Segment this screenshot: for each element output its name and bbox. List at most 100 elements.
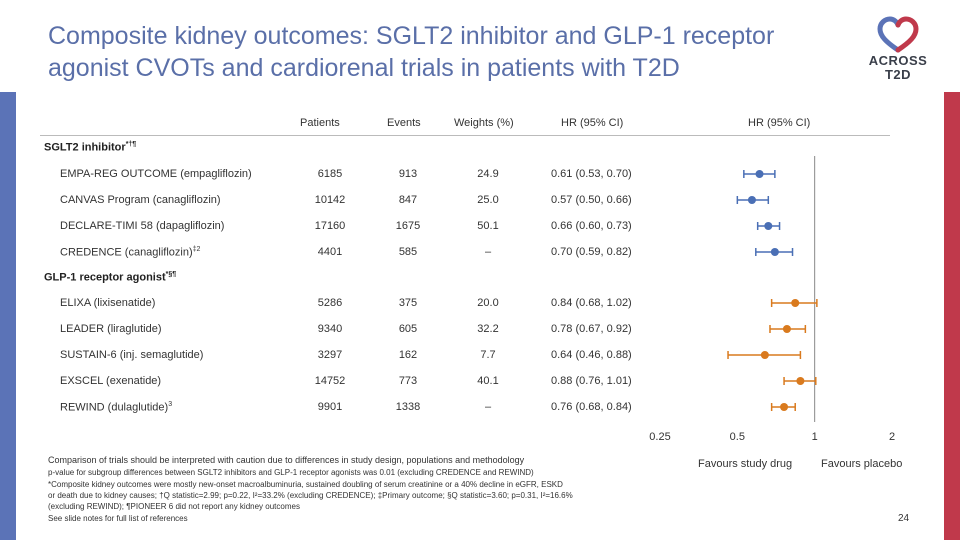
weight-cell: 24.9 [477, 168, 499, 180]
trial-label: EMPA-REG OUTCOME (empagliflozin) [60, 168, 252, 180]
trial-label: DECLARE-TIMI 58 (dapagliflozin) [60, 220, 225, 232]
weight-cell: – [484, 246, 492, 258]
hr-point [791, 299, 800, 307]
hr-cell: 0.70 (0.59, 0.82) [551, 246, 632, 258]
events-cell: 847 [398, 194, 418, 206]
weight-cell: 50.1 [477, 220, 499, 232]
trial-label: SUSTAIN-6 (inj. semaglutide) [60, 349, 204, 361]
favours-right-label: Favours placebo [821, 458, 903, 470]
col-header-events: Events [387, 117, 421, 129]
hr-point [764, 222, 773, 230]
trial-name: CREDENCE (canagliflozin)‡2 [60, 246, 200, 259]
weight-cell: 32.2 [477, 323, 499, 335]
footnote-references: See slide notes for full list of referen… [48, 514, 188, 523]
x-tick-label: 0,5 [730, 431, 745, 440]
trial-name: DECLARE-TIMI 58 (dapagliflozin) [60, 220, 224, 232]
events-cell: 162 [398, 349, 418, 361]
col-header-patients: Patients [300, 117, 340, 129]
hr-cell: 0.66 (0.60, 0.73) [551, 220, 632, 232]
patients-cell: 9340 [317, 323, 343, 335]
patients-cell: 4401 [317, 246, 343, 258]
page-number: 24 [898, 513, 910, 524]
weight-cell: 40.1 [477, 375, 499, 387]
group-footnote-marks: *†¶ [125, 141, 137, 148]
footnote-exclusions: (excluding REWIND); ¶PIONEER 6 did not r… [48, 502, 300, 511]
trial-label: ELIXA (lixisenatide) [60, 297, 156, 309]
trial-label: CREDENCE (canagliflozin) [60, 246, 193, 259]
group-footnote-marks: *§¶ [165, 271, 177, 278]
weight-cell: 7.7 [480, 349, 496, 361]
patients-cell: 5286 [317, 297, 343, 309]
forest-point-glp1 [783, 377, 817, 385]
footnote-definition: *Composite kidney outcomes were mostly n… [48, 480, 563, 489]
hr-point [796, 377, 805, 385]
events-cell: 585 [398, 246, 418, 258]
logo-heart-icon [877, 16, 919, 53]
trial-label: LEADER (liraglutide) [60, 323, 162, 335]
forest-point-sglt2 [736, 196, 770, 204]
x-tick-label: 2 [889, 431, 895, 440]
col-header-weights: Weights (%) [454, 117, 514, 129]
footnote-caution: Comparison of trials should be interpret… [48, 455, 525, 465]
events-cell: 375 [398, 297, 418, 309]
trial-name: REWIND (dulaglutide)3 [60, 401, 172, 414]
weight-cell: 20.0 [477, 297, 499, 309]
events-cell: 1675 [395, 220, 421, 232]
group-header-glp1: GLP-1 receptor agonist*§¶ [44, 271, 176, 284]
trial-footnote-mark: 3 [168, 401, 173, 408]
hr-point [770, 248, 779, 256]
events-cell: 1338 [395, 401, 421, 413]
across-t2d-logo: ACROSS T2D [866, 14, 930, 84]
footnote-statistics: or death due to kidney causes; †Q statis… [48, 491, 573, 500]
group-label: SGLT2 inhibitor [44, 141, 126, 154]
hr-cell: 0.78 (0.67, 0.92) [551, 323, 632, 335]
hr-cell: 0.88 (0.76, 1.01) [551, 375, 632, 387]
hr-point [780, 403, 789, 411]
col-header-hr-plot: HR (95% CI) [748, 117, 811, 129]
slide-title: Composite kidney outcomes: SGLT2 inhibit… [48, 22, 775, 82]
trial-name: ELIXA (lixisenatide) [60, 297, 155, 309]
trial-name: CANVAS Program (canagliflozin) [60, 194, 221, 206]
patients-cell: 14752 [314, 375, 346, 387]
trial-label: EXSCEL (exenatide) [60, 375, 162, 387]
logo-line-2: T2D [884, 67, 912, 82]
header-divider [40, 135, 890, 136]
x-tick-label: 0,25 [649, 431, 670, 440]
hr-point [755, 170, 764, 178]
patients-cell: 17160 [314, 220, 346, 232]
forest-point-glp1 [770, 403, 796, 411]
group-header-sglt2: SGLT2 inhibitor*†¶ [44, 141, 136, 154]
trial-name: EMPA-REG OUTCOME (empagliflozin) [60, 168, 252, 180]
patients-cell: 9901 [317, 401, 343, 413]
hr-cell: 0.76 (0.68, 0.84) [551, 401, 632, 413]
group-label: GLP-1 receptor agonist [44, 271, 166, 284]
trial-name: SUSTAIN-6 (inj. semaglutide) [60, 349, 203, 361]
forest-plot: 0,25 0,5 1 2 [649, 156, 895, 440]
hr-cell: 0.57 (0.50, 0.66) [551, 194, 632, 206]
right-accent-band [944, 92, 960, 540]
patients-cell: 3297 [317, 349, 343, 361]
col-header-hr: HR (95% CI) [561, 117, 624, 129]
hr-cell: 0.64 (0.46, 0.88) [551, 349, 632, 361]
trial-name: LEADER (liraglutide) [60, 323, 161, 335]
hr-point [747, 196, 756, 204]
trial-name: EXSCEL (exenatide) [60, 375, 161, 387]
logo-line-1: ACROSS [868, 53, 928, 68]
events-cell: 773 [398, 375, 418, 387]
forest-point-glp1 [769, 325, 807, 333]
forest-point-glp1 [770, 299, 818, 307]
weight-cell: 25.0 [477, 194, 499, 206]
footnote-p-value: p-value for subgroup differences between… [48, 468, 534, 477]
hr-point [760, 351, 769, 359]
favours-left-label: Favours study drug [698, 458, 793, 470]
trial-label: REWIND (dulaglutide) [60, 401, 169, 414]
left-accent-band [0, 92, 16, 540]
hr-cell: 0.84 (0.68, 1.02) [551, 297, 632, 309]
patients-cell: 6185 [317, 168, 343, 180]
x-tick-label: 1 [812, 431, 818, 440]
events-cell: 605 [398, 323, 418, 335]
forest-point-sglt2 [756, 222, 781, 230]
forest-point-glp1 [727, 351, 802, 359]
logo-wordmark: ACROSS T2D [866, 54, 930, 82]
forest-point-sglt2 [755, 248, 794, 256]
